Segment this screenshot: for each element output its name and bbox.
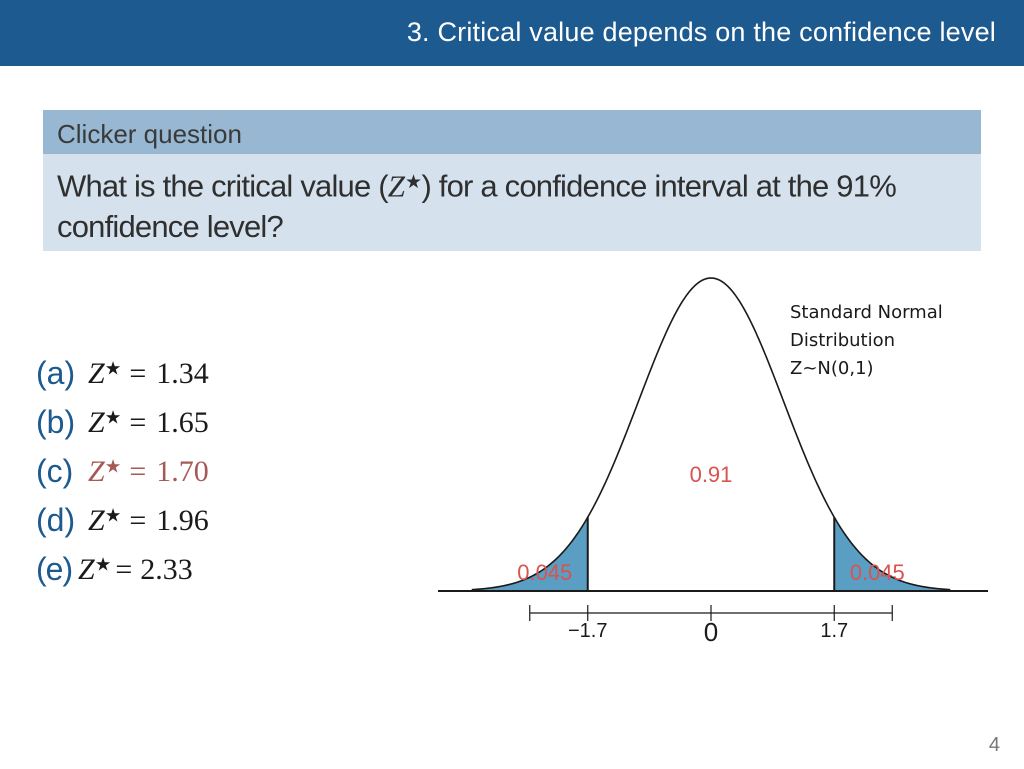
- question-text-before: What is the critical value (: [57, 168, 389, 204]
- option-e-math: Z★ = 2.33: [78, 553, 193, 587]
- x-tick-label-1: 0: [704, 617, 718, 647]
- option-a-math: Z★ = 1.34: [88, 357, 209, 391]
- slide-header: 3. Critical value depends on the confide…: [0, 0, 1024, 66]
- chart-title-line-0: Standard Normal: [790, 302, 943, 323]
- left-tail-area-label: 0.045: [517, 560, 572, 585]
- question-label: Clicker question: [57, 119, 242, 149]
- slide-title: 3. Critical value depends on the confide…: [406, 17, 996, 47]
- option-c-math: Z★ = 1.70: [88, 455, 209, 489]
- option-c-value: 1.70: [156, 455, 209, 488]
- right-tail-shaded-area: [834, 517, 951, 591]
- clicker-question-box: Clicker question What is the critical va…: [43, 110, 981, 251]
- option-d-letter: (d): [36, 502, 76, 538]
- option-a-star: ★: [104, 358, 122, 380]
- question-header: Clicker question: [43, 110, 981, 154]
- option-e-z: Z: [78, 553, 95, 586]
- option-c-z: Z: [88, 455, 105, 488]
- question-text: What is the critical value (Z★) for a co…: [57, 163, 957, 247]
- chart-title-line-2: Z~N(0,1): [790, 358, 874, 379]
- option-d-star: ★: [104, 505, 122, 527]
- option-c-letter: (c): [36, 453, 74, 489]
- option-e-value: 2.33: [140, 553, 193, 586]
- option-d-z: Z: [88, 504, 105, 537]
- right-tail-area-label: 0.045: [850, 560, 905, 585]
- x-tick-label-2: 1.7: [820, 620, 848, 642]
- option-d-math: Z★ = 1.96: [88, 504, 209, 538]
- option-e-letter: (e): [36, 551, 73, 587]
- option-a-value: 1.34: [156, 357, 209, 390]
- x-tick-label-0: −1.7: [568, 620, 607, 642]
- option-b-equals: =: [129, 406, 147, 439]
- chart-title-line-1: Distribution: [790, 330, 895, 351]
- option-c-star: ★: [104, 456, 122, 478]
- center-area-label: 0.91: [690, 462, 733, 487]
- question-star-symbol: ★: [405, 172, 422, 193]
- page-number: 4: [988, 734, 1000, 756]
- option-b-star: ★: [104, 407, 122, 429]
- option-b-z: Z: [88, 406, 105, 439]
- option-b-math: Z★ = 1.65: [88, 406, 209, 440]
- option-a-letter: (a): [36, 355, 76, 391]
- option-b-value: 1.65: [156, 406, 209, 439]
- option-c-equals: =: [129, 455, 147, 488]
- option-e-star: ★: [94, 554, 112, 576]
- question-z-symbol: Z: [387, 168, 406, 204]
- normal-curve: [471, 277, 951, 591]
- option-a-z: Z: [88, 357, 105, 390]
- option-d-value: 1.96: [156, 504, 209, 537]
- option-d-equals: =: [129, 504, 147, 537]
- option-e-equals: =: [115, 553, 133, 586]
- option-a-equals: =: [129, 357, 147, 390]
- question-text-after: ) for a confidence interval at the 91% c…: [57, 168, 897, 244]
- option-b-letter: (b): [36, 404, 76, 440]
- left-tail-shaded-area: [471, 517, 588, 591]
